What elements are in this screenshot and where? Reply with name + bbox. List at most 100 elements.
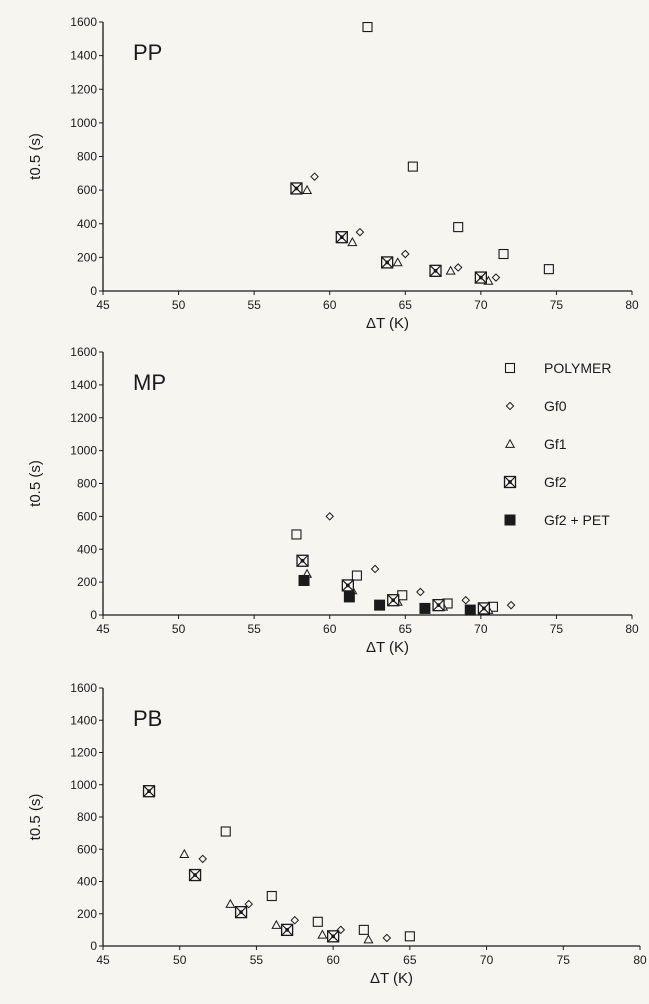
y-tick-label: 0 (90, 939, 97, 953)
x-tick-label: 65 (399, 622, 413, 636)
y-tick-label: 400 (77, 217, 97, 231)
legend-entry-label: Gf2 (544, 474, 567, 490)
chart-panel-2: 0 200 400 600 800 1000 1200 1400 1600 45 50 55 60 65 7… (27, 345, 639, 656)
y-tick-label: 1400 (70, 49, 97, 63)
legend-marker (504, 514, 516, 526)
series-gf0 (325, 512, 516, 610)
y-axis-label: t0.5 (s) (27, 794, 44, 841)
data-point (280, 923, 294, 937)
series-gf1 (179, 848, 374, 944)
data-point (362, 21, 373, 33)
y-tick-label: 200 (77, 250, 97, 264)
y-tick-label: 0 (90, 284, 97, 298)
y-tick-label: 0 (90, 608, 97, 622)
data-point-center (346, 583, 350, 588)
data-point-center (482, 606, 486, 611)
series-gf2 (142, 785, 340, 943)
y-tick-label: 400 (77, 542, 97, 556)
y-tick-label: 1000 (70, 444, 97, 458)
x-tick-label: 60 (326, 953, 340, 967)
series-gf0 (310, 172, 501, 282)
data-point (477, 602, 491, 615)
x-tick-label: 45 (96, 298, 110, 312)
x-tick-label: 55 (250, 953, 264, 967)
data-point (498, 248, 509, 260)
y-tick-label: 200 (77, 907, 97, 921)
data-point (298, 574, 310, 586)
data-point (419, 602, 431, 614)
legend-entry-label: POLYMER (544, 360, 611, 376)
data-point (380, 256, 394, 269)
data-point-center (193, 873, 197, 877)
y-tick-label: 1600 (70, 345, 97, 359)
data-point (234, 905, 248, 919)
data-point (474, 271, 488, 284)
x-axis-label: ΔT (K) (370, 970, 413, 987)
data-point (355, 227, 365, 237)
data-point (244, 899, 254, 909)
data-point (301, 184, 313, 194)
data-point (266, 890, 277, 902)
y-tick-label: 800 (77, 477, 97, 491)
x-tick-label: 45 (96, 622, 110, 636)
data-point (453, 222, 464, 233)
data-point (416, 587, 425, 597)
y-tick-label: 1200 (70, 82, 97, 96)
data-point-center (331, 934, 335, 939)
data-point (429, 264, 442, 277)
data-point (392, 257, 403, 267)
x-tick-label: 75 (550, 298, 564, 312)
legend-marker (503, 475, 517, 489)
series-polymer (362, 21, 554, 275)
legend-marker (504, 362, 516, 374)
data-point (464, 604, 476, 616)
data-point (326, 930, 340, 943)
data-point (387, 594, 400, 607)
data-point (312, 916, 323, 927)
x-tick-label: 55 (247, 298, 261, 312)
data-point (343, 591, 355, 603)
data-point-center (147, 789, 151, 793)
data-point (351, 570, 362, 581)
data-point (291, 529, 302, 540)
data-point (290, 915, 300, 925)
y-tick-label: 1400 (70, 378, 97, 392)
data-point (432, 598, 445, 612)
data-point (271, 919, 282, 929)
data-point (347, 237, 358, 247)
x-axis-label: ΔT (K) (366, 639, 409, 656)
legend-marker (505, 401, 515, 411)
data-point (336, 925, 346, 935)
data-point (325, 512, 335, 521)
data-point (142, 785, 156, 798)
data-point (461, 595, 471, 605)
data-point (404, 931, 415, 942)
series-gf2 (290, 182, 488, 284)
y-tick-label: 600 (77, 183, 97, 197)
data-point (198, 854, 208, 864)
x-tick-label: 50 (172, 622, 186, 636)
series-gf0 (198, 854, 392, 943)
x-tick-label: 60 (323, 298, 337, 312)
x-tick-label: 60 (323, 622, 337, 636)
x-tick-label: 65 (399, 298, 413, 312)
data-point (220, 826, 231, 837)
legend-marker-center (508, 480, 512, 484)
x-tick-label: 70 (480, 953, 494, 967)
data-point-center (300, 558, 305, 563)
series-gf1 (301, 184, 494, 285)
data-point (491, 273, 501, 282)
x-tick-label: 75 (550, 622, 564, 636)
y-tick-label: 1600 (70, 681, 97, 695)
legend-entry-label: Gf2 + PET (544, 512, 610, 528)
data-point (382, 933, 392, 943)
y-tick-label: 1400 (70, 713, 97, 727)
y-tick-label: 800 (77, 810, 97, 824)
series-gf2 (296, 554, 491, 615)
data-point (179, 848, 190, 858)
panel-title: PP (133, 40, 162, 65)
data-point (407, 161, 418, 172)
data-point-center (391, 598, 395, 603)
